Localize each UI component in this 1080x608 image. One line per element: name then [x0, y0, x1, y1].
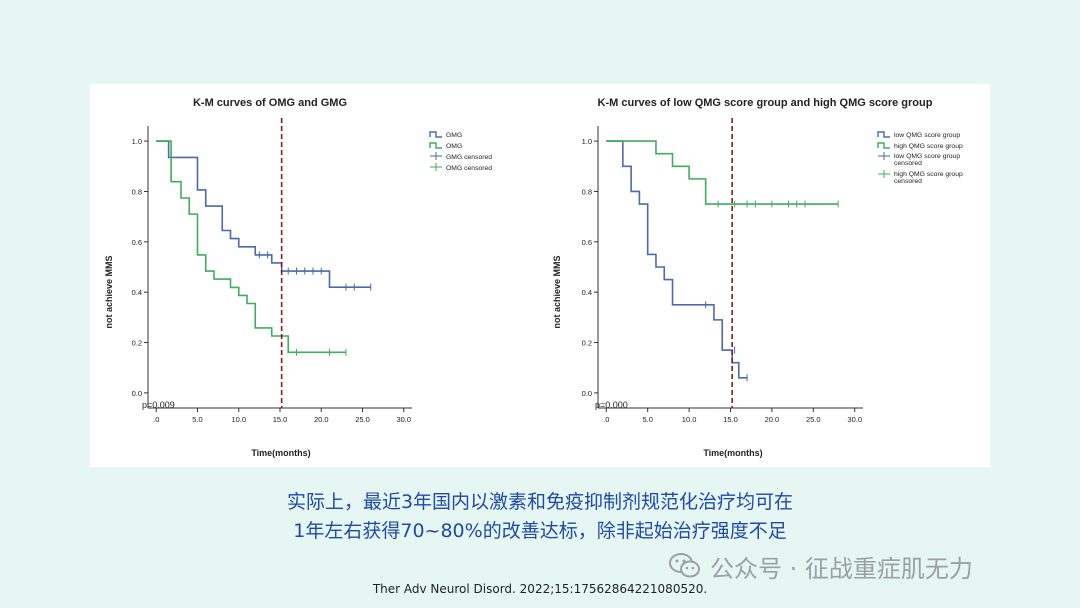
km-line-green [606, 140, 839, 205]
legend-swatch [429, 131, 442, 138]
x-tick-label: 10.0 [231, 415, 246, 424]
legend-label: high QMG score group [894, 143, 963, 150]
x-tick-label: 25.0 [355, 415, 370, 424]
x-axis-label: Time(months) [251, 448, 310, 458]
y-axis-label: not achieve MMS [104, 255, 114, 328]
figure-panel: K-M curves of OMG and GMG not achieve MM… [90, 84, 990, 467]
legend-label: GMG [446, 132, 462, 139]
legend-label: GMG censored [446, 154, 492, 161]
x-tick-label: 5.0 [642, 415, 652, 424]
x-tick-label: 15.0 [273, 415, 288, 424]
y-tick-label: 0.0 [582, 389, 592, 398]
y-tick-label: 0.6 [582, 238, 592, 247]
x-tick-label: 10.0 [682, 415, 697, 424]
legend-label: low QMG score group [894, 153, 960, 160]
km-chart-qmg-score: K-M curves of low QMG score group and hi… [552, 97, 963, 458]
x-tick-label: 30.0 [847, 415, 862, 424]
y-tick-label: 1.0 [582, 137, 592, 146]
legend-swatch [877, 131, 890, 138]
y-tick-label: 0.8 [132, 187, 142, 196]
y-tick-label: 0.0 [132, 389, 142, 398]
legend-label: censored [894, 160, 922, 167]
legend-label: OMG [446, 143, 462, 150]
y-tick-label: 0.6 [132, 238, 142, 247]
chart-legend: GMG OMG GMG censored OMG censored [429, 131, 492, 172]
y-tick-label: 0.4 [132, 288, 142, 297]
citation: Ther Adv Neurol Disord. 2022;15:17562864… [372, 582, 708, 596]
y-tick-label: 0.2 [132, 339, 142, 348]
legend-swatch [429, 142, 442, 149]
legend-swatch [877, 142, 890, 149]
x-tick-label: 15.0 [723, 415, 738, 424]
caption-line-2: 1年左右获得70~80%的改善达标，除非起始治疗强度不足 [293, 520, 787, 542]
x-tick-label: 20.0 [314, 415, 329, 424]
wechat-icon [669, 553, 700, 578]
km-line-blue [606, 140, 748, 379]
x-tick-label: .0 [603, 415, 609, 424]
x-tick-label: 5.0 [192, 415, 202, 424]
km-line-green [156, 140, 346, 354]
watermark-text: 公众号 · 征战重症肌无力 [710, 554, 973, 583]
km-line-blue [156, 140, 371, 288]
chart-legend: low QMG score group high QMG score group l… [877, 131, 963, 185]
p-value-annotation: p=0.000 [595, 400, 628, 410]
x-tick-label: 20.0 [765, 415, 780, 424]
x-tick-label: 25.0 [806, 415, 821, 424]
y-tick-label: 1.0 [132, 137, 142, 146]
legend-label: OMG censored [446, 165, 492, 172]
y-tick-label: 0.4 [582, 288, 592, 297]
watermark: 公众号 · 征战重症肌无力 [668, 550, 973, 583]
y-tick-label: 0.8 [582, 187, 592, 196]
legend-label: high QMG score group [894, 171, 963, 178]
y-axis-label: not achieve MMS [552, 255, 562, 328]
legend-label: low QMG score group [894, 132, 960, 139]
km-chart-omg-gmg: K-M curves of OMG and GMG not achieve MM… [104, 97, 492, 458]
x-tick-label: .0 [153, 415, 159, 424]
chart-title: K-M curves of low QMG score group and hi… [598, 97, 933, 109]
legend-label: censored [894, 178, 922, 185]
y-tick-label: 0.2 [582, 339, 592, 348]
x-tick-label: 30.0 [396, 415, 411, 424]
x-axis-label: Time(months) [703, 448, 762, 458]
chart-title: K-M curves of OMG and GMG [193, 97, 347, 109]
km-figure: K-M curves of OMG and GMG not achieve MM… [104, 97, 963, 458]
p-value-annotation: p=0.009 [142, 400, 175, 410]
caption-line-1: 实际上，最近3年国内以激素和免疫抑制剂规范化治疗均可在 [286, 491, 794, 513]
